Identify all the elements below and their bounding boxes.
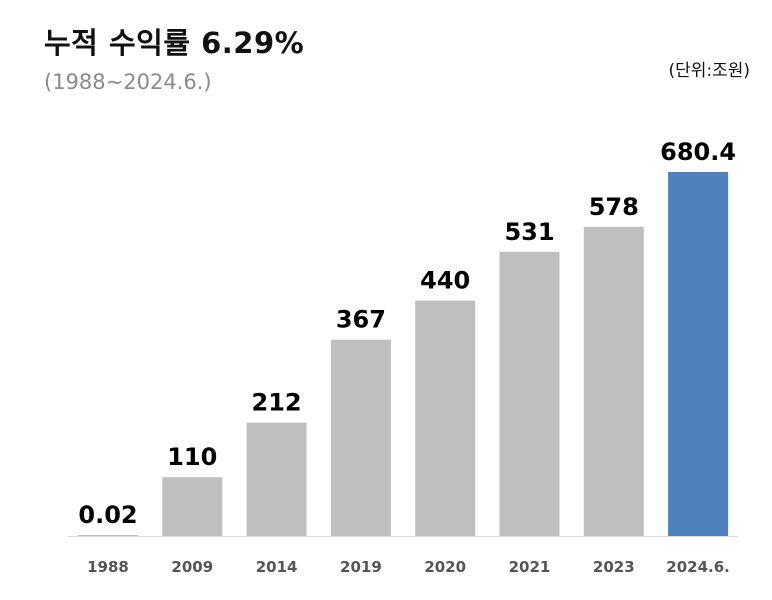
bar-2020 (415, 300, 476, 536)
data-label-2020: 440 (420, 267, 470, 295)
bar-2009 (162, 477, 223, 536)
data-label-2024.6.: 680.4 (660, 138, 736, 166)
bar-2021 (499, 251, 560, 536)
x-tick-label-2014: 2014 (256, 558, 298, 576)
bar-2019 (330, 339, 391, 536)
data-label-2023: 578 (589, 193, 639, 221)
x-tick-label-2020: 2020 (424, 558, 466, 576)
bar-2024.6. (668, 172, 729, 536)
x-tick-label-2024.6.: 2024.6. (666, 558, 730, 576)
data-label-2009: 110 (167, 443, 217, 471)
data-label-2021: 531 (504, 218, 554, 246)
bar-2014 (246, 422, 307, 536)
data-label-2019: 367 (336, 306, 386, 334)
x-tick-label-2023: 2023 (593, 558, 635, 576)
x-tick-label-2019: 2019 (340, 558, 382, 576)
bar-1988 (78, 535, 138, 536)
x-tick-label-1988: 1988 (87, 558, 129, 576)
bar-2023 (583, 226, 644, 537)
data-label-2014: 212 (252, 389, 302, 417)
chart-subtitle: (1988~2024.6.) (44, 70, 212, 94)
unit-label: (단위:조원) (668, 61, 750, 81)
data-label-1988: 0.02 (78, 501, 137, 529)
x-tick-label-2009: 2009 (171, 558, 213, 576)
x-tick-label-2021: 2021 (509, 558, 551, 576)
chart-title: 누적 수익률 6.29% (44, 26, 305, 60)
